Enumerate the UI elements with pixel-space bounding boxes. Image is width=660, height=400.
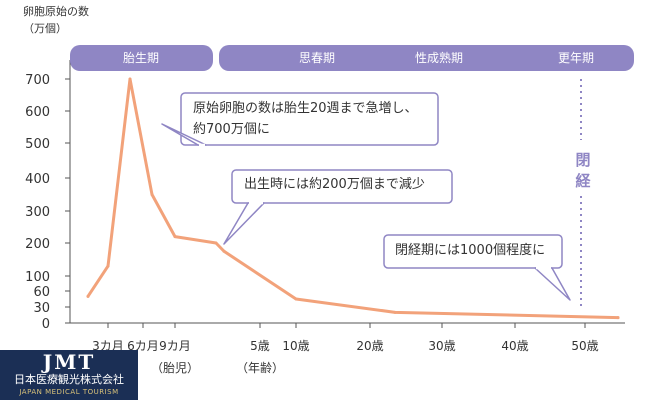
x-tick-label: 10歳 — [282, 339, 309, 353]
series-point — [222, 249, 226, 253]
y-tick-label: 200 — [25, 237, 50, 252]
callout-box-menopause-tail — [534, 267, 571, 301]
period-band-after-birth — [219, 45, 634, 71]
y-tick-label: 300 — [25, 205, 50, 220]
series-point — [294, 297, 298, 301]
series-point — [106, 264, 110, 268]
callout-box-menopause — [383, 234, 563, 269]
series-point — [214, 241, 218, 245]
y-tick-label: 600 — [25, 105, 50, 120]
x-tick-label: 5歳 — [250, 339, 270, 353]
callout-boxes — [161, 92, 571, 301]
series-point — [86, 294, 90, 298]
x-tick-label: 20歳 — [356, 339, 383, 353]
callout-menopause: 閉経期には1000個程度に — [395, 243, 546, 258]
x-axis: 3カ月 6カ月 9カ月 （胎児） 5歳 （年齢） 10歳 20歳 30歳 40歳 50歳 — [70, 79, 625, 375]
series-point — [173, 235, 177, 239]
y-tick-label: 500 — [25, 137, 50, 152]
callout-birth: 出生時には約200万個まで減少 — [244, 177, 425, 192]
callout-box-birth — [231, 169, 453, 204]
y-tick-label: 700 — [25, 73, 50, 88]
callout-box-birth-tail — [223, 202, 265, 245]
period-label-fetal: 胎生期 — [123, 51, 160, 65]
logo-english-name: JAPAN MEDICAL TOURISM — [19, 388, 119, 396]
x-tick-label: 50歳 — [571, 339, 598, 353]
callout-peak-line2: 約700万個に — [193, 122, 270, 137]
menopause-marker-label: 閉経 — [575, 151, 591, 190]
x-tick-label: 9カ月 — [159, 339, 191, 353]
x-tick-label: 40歳 — [501, 339, 528, 353]
x-tick-label: 30歳 — [428, 339, 455, 353]
y-tick-label: 100 — [25, 270, 50, 285]
series-point — [150, 193, 154, 196]
y-axis-label-line2: （万個） — [23, 22, 67, 35]
y-axis-label-line1: 卵胞原始の数 — [23, 5, 89, 18]
series-point — [616, 316, 620, 320]
series-group — [86, 77, 620, 320]
y-tick-label: 30 — [33, 301, 50, 316]
series-point — [393, 310, 397, 314]
x-tick-sublabel: （胎児） — [151, 361, 199, 375]
period-label-menopause: 更年期 — [558, 51, 595, 65]
logo-company-name: 日本医療観光株式会社 — [14, 373, 124, 386]
logo-mark: JMT — [42, 350, 96, 374]
period-label-maturity: 性成熟期 — [415, 51, 464, 65]
x-tick-label: 3カ月 — [92, 339, 124, 353]
y-tick-label: 60 — [33, 285, 50, 300]
jmt-logo: JMT 日本医療観光株式会社 JAPAN MEDICAL TOURISM — [0, 350, 138, 400]
callout-peak-line1: 原始卵胞の数は胎生20週まで急増し、 — [193, 101, 418, 116]
x-tick-label: 6カ月 — [127, 339, 159, 353]
series-point — [128, 77, 132, 81]
period-band-fetal — [70, 45, 213, 71]
x-tick-sublabel: （年齢） — [236, 360, 284, 375]
callout-box-peak — [180, 92, 439, 146]
y-tick-label: 400 — [25, 172, 50, 187]
period-label-puberty: 思春期 — [299, 51, 336, 65]
y-tick-label: 0 — [42, 317, 50, 332]
series-line — [86, 77, 620, 320]
